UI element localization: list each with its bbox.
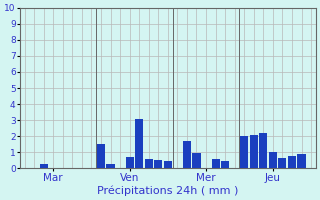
Bar [240, 136, 248, 168]
Bar [221, 161, 229, 168]
Bar [154, 160, 162, 168]
Bar [107, 164, 115, 168]
Bar [192, 153, 201, 168]
Bar [212, 159, 220, 168]
Bar [40, 164, 48, 168]
Bar [259, 133, 268, 168]
Bar [145, 159, 153, 168]
Bar [97, 144, 105, 168]
Bar [135, 119, 143, 168]
Bar [269, 152, 277, 168]
Bar [164, 161, 172, 168]
Bar [278, 158, 286, 168]
X-axis label: Précipitations 24h ( mm ): Précipitations 24h ( mm ) [97, 185, 238, 196]
Bar [288, 156, 296, 168]
Bar [298, 154, 306, 168]
Bar [250, 135, 258, 168]
Bar [183, 141, 191, 168]
Bar [125, 157, 134, 168]
